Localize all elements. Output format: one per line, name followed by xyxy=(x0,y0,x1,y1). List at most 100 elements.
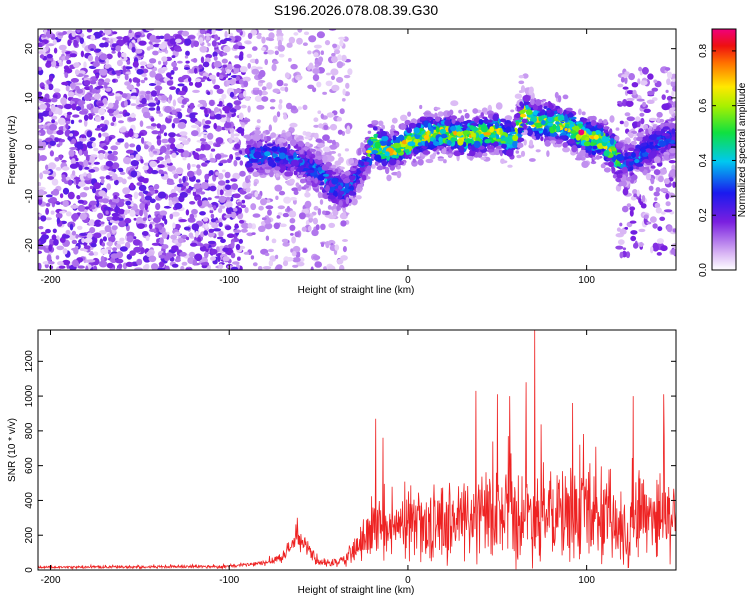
noise-blob xyxy=(148,107,156,111)
noise-blob xyxy=(313,44,322,49)
noise-blob xyxy=(665,193,670,200)
noise-blob xyxy=(204,57,211,63)
noise-blob xyxy=(38,50,44,54)
noise-blob xyxy=(105,87,112,92)
noise-blob xyxy=(203,230,209,236)
noise-blob xyxy=(103,42,109,48)
noise-blob xyxy=(245,181,251,188)
noise-blob xyxy=(642,101,647,108)
noise-blob xyxy=(61,234,70,239)
noise-blob xyxy=(224,74,229,79)
noise-blob xyxy=(302,42,308,46)
noise-blob xyxy=(176,183,184,188)
noise-blob xyxy=(668,160,676,164)
ridge-blob xyxy=(625,159,630,167)
ridge-blob xyxy=(516,154,522,159)
noise-blob xyxy=(198,37,204,44)
noise-blob xyxy=(71,138,77,144)
noise-blob xyxy=(86,104,91,110)
noise-blob xyxy=(214,34,219,42)
noise-blob xyxy=(45,30,53,38)
noise-blob xyxy=(168,136,176,144)
noise-blob xyxy=(79,232,88,236)
ridge-blob xyxy=(423,112,431,115)
noise-blob xyxy=(185,209,190,216)
ridge-blob xyxy=(636,136,643,142)
noise-blob xyxy=(199,45,208,53)
noise-blob xyxy=(102,37,107,41)
noise-blob xyxy=(209,185,217,192)
noise-blob xyxy=(305,219,310,227)
noise-blob xyxy=(73,40,79,47)
noise-blob xyxy=(622,187,629,196)
noise-blob xyxy=(179,251,187,257)
noise-blob xyxy=(219,160,228,164)
noise-blob xyxy=(629,220,637,224)
noise-blob xyxy=(192,58,198,63)
noise-blob xyxy=(138,184,147,192)
noise-blob xyxy=(45,194,53,198)
noise-blob xyxy=(156,156,164,161)
noise-blob xyxy=(273,222,280,230)
noise-blob xyxy=(226,233,235,238)
noise-blob xyxy=(153,150,158,154)
noise-blob xyxy=(57,59,62,63)
noise-blob xyxy=(108,202,117,205)
noise-blob xyxy=(172,66,179,71)
noise-blob xyxy=(117,139,124,143)
noise-blob xyxy=(158,113,163,117)
noise-blob xyxy=(38,91,43,96)
noise-blob xyxy=(38,140,44,148)
noise-blob xyxy=(283,196,292,204)
noise-blob xyxy=(652,97,658,101)
noise-blob xyxy=(231,211,237,219)
noise-blob xyxy=(133,217,137,221)
noise-blob xyxy=(327,265,336,270)
noise-blob xyxy=(144,77,148,81)
noise-blob xyxy=(112,78,116,83)
noise-blob xyxy=(228,137,233,144)
noise-blob xyxy=(264,222,273,230)
noise-blob xyxy=(191,223,200,231)
noise-blob xyxy=(216,188,221,196)
noise-blob xyxy=(146,63,154,68)
ridge-blob xyxy=(494,138,503,142)
noise-blob xyxy=(103,29,112,36)
noise-blob xyxy=(62,259,71,266)
noise-blob xyxy=(251,68,260,75)
noise-blob xyxy=(99,68,108,76)
noise-blob xyxy=(194,253,203,262)
noise-blob xyxy=(336,61,344,69)
ridge-blob xyxy=(257,169,265,174)
noise-blob xyxy=(312,217,318,225)
noise-blob xyxy=(69,133,74,137)
noise-blob xyxy=(76,195,81,200)
noise-blob xyxy=(319,199,324,205)
noise-blob xyxy=(304,136,312,140)
ridge-blob xyxy=(422,140,426,146)
noise-blob xyxy=(247,105,251,113)
noise-blob xyxy=(93,106,100,114)
noise-blob xyxy=(83,61,87,69)
noise-blob xyxy=(213,122,217,130)
noise-blob xyxy=(158,224,163,230)
noise-blob xyxy=(210,213,215,219)
noise-blob xyxy=(213,84,220,90)
noise-blob xyxy=(72,114,80,118)
noise-blob xyxy=(215,153,222,160)
noise-blob xyxy=(199,29,206,35)
noise-blob xyxy=(247,222,253,229)
noise-blob xyxy=(332,43,338,48)
noise-blob xyxy=(174,239,179,244)
noise-blob xyxy=(64,103,73,110)
noise-blob xyxy=(174,223,181,230)
noise-blob xyxy=(326,72,331,76)
noise-blob xyxy=(204,173,210,181)
noise-blob xyxy=(48,83,54,91)
ridge-blob xyxy=(248,147,253,152)
ridge-blob xyxy=(396,170,402,179)
noise-blob xyxy=(312,74,320,82)
noise-blob xyxy=(222,64,228,68)
noise-blob xyxy=(326,112,335,118)
noise-blob xyxy=(144,195,152,201)
